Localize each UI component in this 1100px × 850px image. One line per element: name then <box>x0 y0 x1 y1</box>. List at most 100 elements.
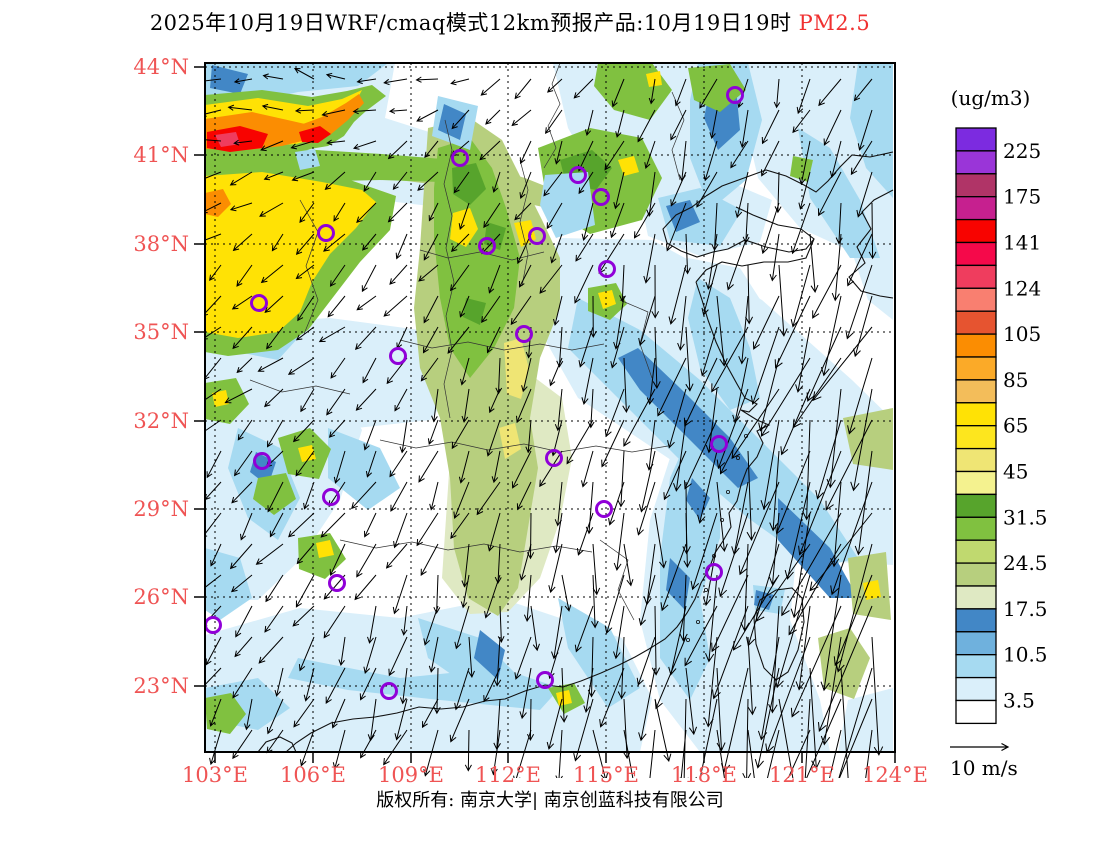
wind-arrow <box>583 667 594 713</box>
wind-arrow <box>638 574 656 627</box>
wind-arrow <box>726 233 749 291</box>
wind-arrow <box>604 388 625 438</box>
pm-region <box>463 298 486 325</box>
wind-arrow <box>575 233 594 262</box>
wind-arrow <box>712 605 749 700</box>
lon-tick-label: 106°E <box>280 763 346 787</box>
wind-arrow <box>638 667 656 742</box>
wind-arrow <box>356 295 377 311</box>
wind-arrow <box>573 78 594 99</box>
coastline <box>848 189 894 299</box>
wind-arrow <box>747 636 757 716</box>
pm-region <box>504 338 529 399</box>
city-marker <box>389 347 407 365</box>
wind-arrow <box>780 388 811 456</box>
wind-arrow <box>333 202 346 222</box>
wind-arrow <box>300 388 315 413</box>
wind-arrow <box>516 388 532 424</box>
wind-arrow <box>329 543 346 577</box>
wind-arrow <box>325 667 346 705</box>
pm-region <box>598 290 616 309</box>
wind-arrow <box>363 419 377 451</box>
lat-tick-label: 29°N <box>133 497 189 521</box>
city-marker-layer <box>204 86 744 700</box>
wind-arrow <box>560 667 568 723</box>
wind-arrow <box>420 357 439 382</box>
wind-arrow <box>752 295 780 350</box>
wind-arrow <box>761 109 780 145</box>
colorbar-segment <box>955 493 997 518</box>
wind-arrow <box>581 357 594 405</box>
wind-arrow <box>461 543 470 588</box>
wind-arrow <box>362 357 377 384</box>
axes-layer: 103°E 106°E 109°E 112°E 115°E 118°E 121°E 124°E… <box>133 55 928 787</box>
wind-arrow <box>485 109 501 125</box>
wind-arrow <box>363 636 377 675</box>
wind-arrow <box>674 78 687 107</box>
coastline <box>257 736 297 752</box>
wind-arrow <box>705 574 718 663</box>
wind-arrow <box>389 450 408 478</box>
wind-arrow <box>323 233 346 252</box>
wind-arrow <box>483 202 501 229</box>
city-marker <box>253 452 271 470</box>
colorbar-segment <box>955 218 997 244</box>
wind-arrow <box>775 450 811 535</box>
wind-arrow <box>820 574 842 692</box>
wind-arrow <box>257 357 284 372</box>
wind-arrow <box>433 574 441 615</box>
map-border <box>204 62 896 753</box>
province-boundary <box>599 539 635 621</box>
wind-arrow <box>584 109 594 137</box>
wind-arrow <box>258 636 284 664</box>
pm-region <box>666 200 700 232</box>
wind-arrow <box>670 109 687 141</box>
wind-arrow <box>745 264 754 325</box>
colorbar-segment <box>955 379 997 404</box>
wind-arrow <box>868 202 877 260</box>
lat-tick-label: 26°N <box>133 585 189 609</box>
wind-arrow <box>295 326 315 341</box>
title-text: 2025年10月19日WRF/cmaq模式12km预报产品:10月19日19时 <box>149 11 799 35</box>
wind-arrow <box>820 636 842 746</box>
wind-arrow <box>668 264 687 325</box>
wind-arrow <box>205 388 222 401</box>
wind-arrow <box>615 109 625 138</box>
wind-arrow <box>328 419 346 438</box>
wind-arrow <box>732 574 780 651</box>
wind-arrow <box>394 388 408 412</box>
wind-arrow <box>231 481 253 504</box>
coastline <box>662 195 729 258</box>
wind-arrow <box>255 543 284 565</box>
wind-arrow <box>486 326 501 354</box>
wind-arrow <box>264 295 284 314</box>
wind-arrow <box>657 357 687 417</box>
colorbar-segment <box>955 631 997 656</box>
wind-arrow <box>546 202 563 230</box>
wind-arrow <box>291 171 315 182</box>
wind-arrow <box>262 73 284 80</box>
wind-arrow <box>654 698 672 763</box>
wind-arrow <box>392 574 408 615</box>
wind-arrow <box>271 233 284 252</box>
wind-arrow <box>838 698 873 778</box>
wind-arrow <box>673 419 687 492</box>
wind-arrow <box>716 295 728 367</box>
lat-tick-label: 44°N <box>133 55 189 79</box>
colorbar-tick-label: 141 <box>1003 231 1041 255</box>
wind-arrow <box>740 543 750 632</box>
colorbar-tick-label: 31.5 <box>1003 505 1048 529</box>
pm-region <box>316 540 334 558</box>
wind-arrow <box>637 109 656 143</box>
wind-arrow <box>458 202 470 230</box>
wind-arrow <box>547 78 563 93</box>
pm-region <box>658 188 742 246</box>
wind-arrow <box>613 512 625 571</box>
wind-arrow <box>294 107 315 114</box>
wind-arrow <box>236 264 253 287</box>
wind-arrow <box>333 450 346 484</box>
wind-arrow <box>260 264 284 284</box>
wind-arrow <box>718 512 749 598</box>
province-boundary <box>249 379 351 395</box>
